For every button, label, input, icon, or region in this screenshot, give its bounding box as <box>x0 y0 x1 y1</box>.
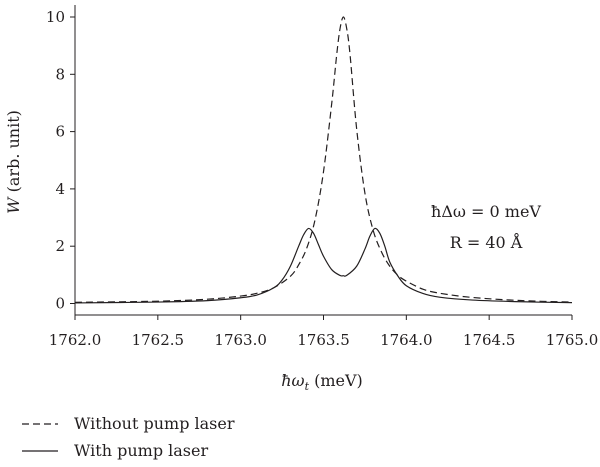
x-tick-label: 1762.0 <box>49 331 102 349</box>
x-tick-label: 1763.5 <box>297 331 350 349</box>
annotation-delta-omega: ħΔω = 0 meV <box>431 202 541 221</box>
legend-label-without-pump: Without pump laser <box>74 414 235 433</box>
annotation-radius: R = 40 Å <box>450 232 523 252</box>
x-tick-label: 1762.5 <box>132 331 185 349</box>
plot-frame <box>74 5 572 316</box>
series-line-with-pump <box>74 227 573 304</box>
y-tick-label: 8 <box>55 65 65 83</box>
x-tick-label: 1764.5 <box>463 331 516 349</box>
x-axis-label: ħωt (meV) <box>281 371 363 393</box>
y-tick-label: 10 <box>46 8 65 26</box>
series-line-without-pump <box>74 16 573 303</box>
x-axis: 1762.0 1762.5 1763.0 1763.5 1764.0 1764.5 1765… <box>49 315 599 349</box>
y-tick-label: 6 <box>55 123 65 141</box>
y-tick-label: 2 <box>55 237 65 255</box>
y-tick-label: 0 <box>55 295 65 313</box>
y-axis-label: W (arb. unit) <box>4 110 23 214</box>
x-tick-label: 1765.0 <box>546 331 599 349</box>
y-tick-label: 4 <box>55 180 65 198</box>
x-tick-label: 1763.0 <box>214 331 267 349</box>
legend-label-with-pump: With pump laser <box>74 441 208 460</box>
series-layer <box>74 16 573 304</box>
x-tick-label: 1764.0 <box>380 331 433 349</box>
legend: Without pump laser With pump laser <box>22 414 235 460</box>
y-axis: 0 2 4 6 8 10 <box>46 8 75 313</box>
